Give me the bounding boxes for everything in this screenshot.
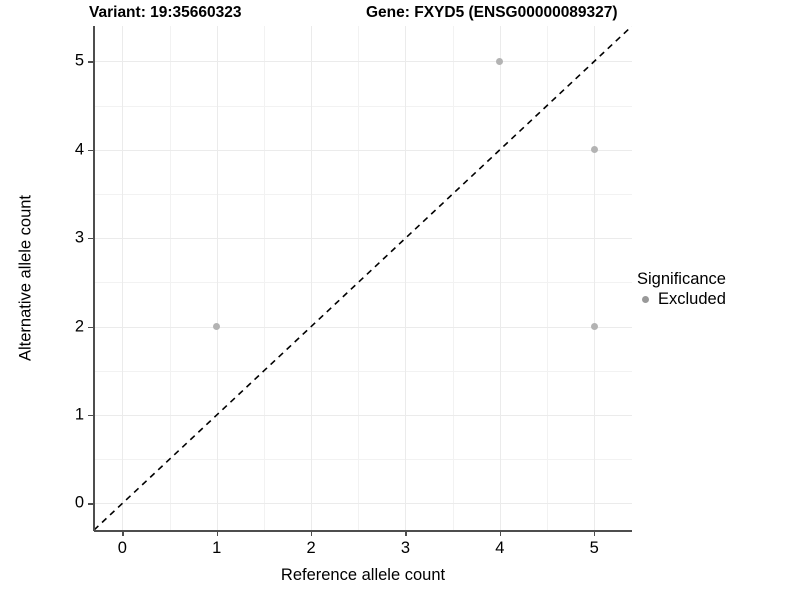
legend-items: Excluded — [636, 290, 796, 309]
y-axis-tick — [88, 61, 93, 63]
data-point — [213, 323, 221, 331]
x-axis-label: Reference allele count — [280, 566, 446, 584]
x-axis-tick-label: 4 — [495, 539, 505, 557]
gridline-vertical-major — [405, 26, 407, 530]
x-axis-tick — [311, 531, 313, 536]
x-axis-tick — [122, 531, 124, 536]
x-axis-tick-label: 5 — [589, 539, 599, 557]
identity-reference-line — [94, 26, 632, 530]
gridline-horizontal-major — [94, 61, 632, 63]
gene-title: Gene: FXYD5 (ENSG00000089327) — [366, 4, 618, 21]
gridline-vertical-major — [499, 26, 501, 530]
legend-item-label: Excluded — [658, 290, 726, 308]
x-axis-line — [94, 530, 632, 532]
y-axis-tick-label: 1 — [74, 405, 84, 424]
legend: Significance Excluded — [636, 270, 796, 309]
gridline-vertical-minor — [452, 26, 454, 530]
data-point — [496, 57, 504, 65]
plot-panel-inner — [94, 26, 632, 530]
gridline-horizontal-minor — [94, 105, 632, 107]
x-axis-tick — [499, 531, 502, 536]
x-axis-tick — [216, 531, 218, 536]
y-axis-tick — [88, 149, 93, 151]
gridline-vertical-major — [311, 26, 313, 530]
gridline-vertical-minor — [169, 26, 171, 530]
y-axis-tick-label: 4 — [74, 140, 84, 159]
legend-title: Significance — [637, 270, 726, 288]
x-axis-tick-label: 2 — [306, 539, 316, 557]
title-row: Variant: 19:35660323 Gene: FXYD5 (ENSG00… — [0, 0, 800, 30]
x-axis-tick-label: 1 — [212, 539, 222, 557]
y-axis-line — [93, 26, 95, 531]
plot-panel — [94, 26, 632, 530]
gridline-horizontal-major — [94, 415, 632, 417]
gridline-horizontal-minor — [94, 370, 632, 372]
gridline-vertical-minor — [358, 26, 360, 530]
x-axis-tick — [405, 531, 407, 536]
x-axis-tick-label: 0 — [117, 539, 127, 557]
gridline-horizontal-major — [94, 149, 632, 151]
gridline-horizontal-minor — [94, 194, 632, 195]
variant-title: Variant: 19:35660323 — [89, 4, 242, 21]
y-axis-tick-label: 5 — [74, 51, 84, 70]
x-axis-tick-label: 3 — [400, 539, 411, 557]
gridline-vertical-major — [122, 26, 124, 530]
legend-item[interactable]: Excluded — [636, 290, 796, 309]
y-axis-tick-label: 2 — [74, 317, 84, 336]
gridline-horizontal-minor — [94, 459, 632, 461]
gridline-horizontal-minor — [94, 282, 632, 284]
gridline-vertical-major — [594, 26, 596, 530]
y-axis-tick — [88, 503, 93, 505]
gridline-vertical-minor — [263, 26, 265, 530]
y-axis-tick — [88, 415, 93, 417]
y-axis-tick-label: 3 — [74, 228, 84, 247]
gridline-horizontal-major — [94, 238, 632, 240]
legend-point-icon — [636, 291, 654, 309]
gridline-horizontal-major — [94, 503, 632, 505]
x-axis-tick — [594, 531, 596, 536]
gridline-vertical-major — [216, 26, 218, 530]
data-point — [590, 146, 598, 154]
y-axis-tick — [88, 326, 93, 328]
gridline-vertical-minor — [547, 26, 549, 530]
y-axis-tick-label: 0 — [74, 493, 84, 512]
data-point — [590, 323, 598, 331]
y-axis-label: Alternative allele count — [16, 194, 35, 362]
y-axis-tick — [88, 238, 93, 240]
gridline-horizontal-major — [94, 326, 632, 328]
